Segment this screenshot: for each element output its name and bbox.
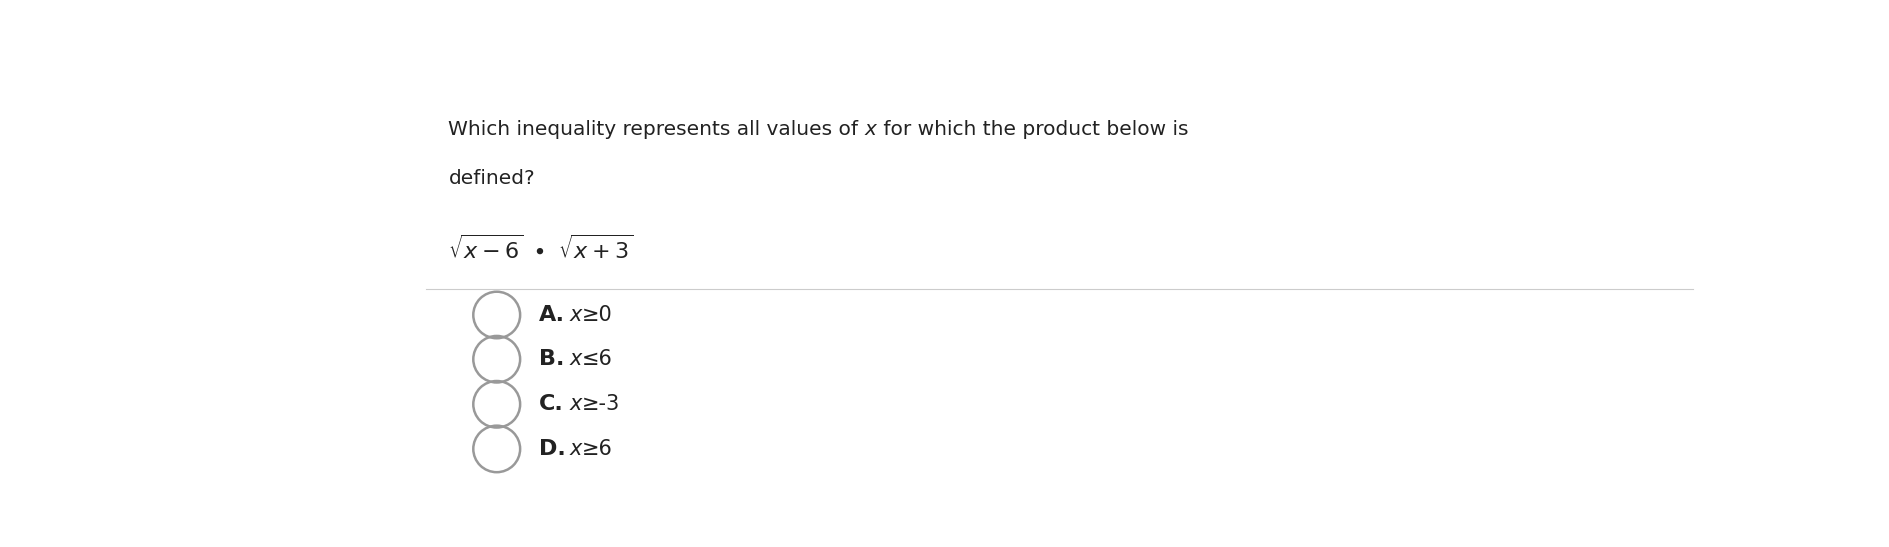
Text: B.: B. (538, 349, 565, 369)
Text: D.: D. (538, 439, 567, 459)
Text: A.: A. (538, 305, 565, 325)
Text: $\sqrt{x-6}\ \bullet\ \sqrt{x+3}$: $\sqrt{x-6}\ \bullet\ \sqrt{x+3}$ (448, 234, 633, 263)
Text: ≤6: ≤6 (582, 349, 614, 369)
Text: ≥6: ≥6 (582, 439, 614, 459)
Text: x: x (865, 120, 876, 139)
Text: x: x (570, 439, 582, 459)
Text: C.: C. (538, 394, 565, 414)
Text: x: x (570, 394, 582, 414)
Text: ≥-3: ≥-3 (582, 394, 620, 414)
Text: Which inequality represents all values of: Which inequality represents all values o… (448, 120, 865, 139)
Text: ≥0: ≥0 (582, 305, 614, 325)
Text: x: x (570, 305, 582, 325)
Text: defined?: defined? (448, 169, 535, 188)
Text: x: x (570, 349, 582, 369)
Text: for which the product below is: for which the product below is (876, 120, 1188, 139)
